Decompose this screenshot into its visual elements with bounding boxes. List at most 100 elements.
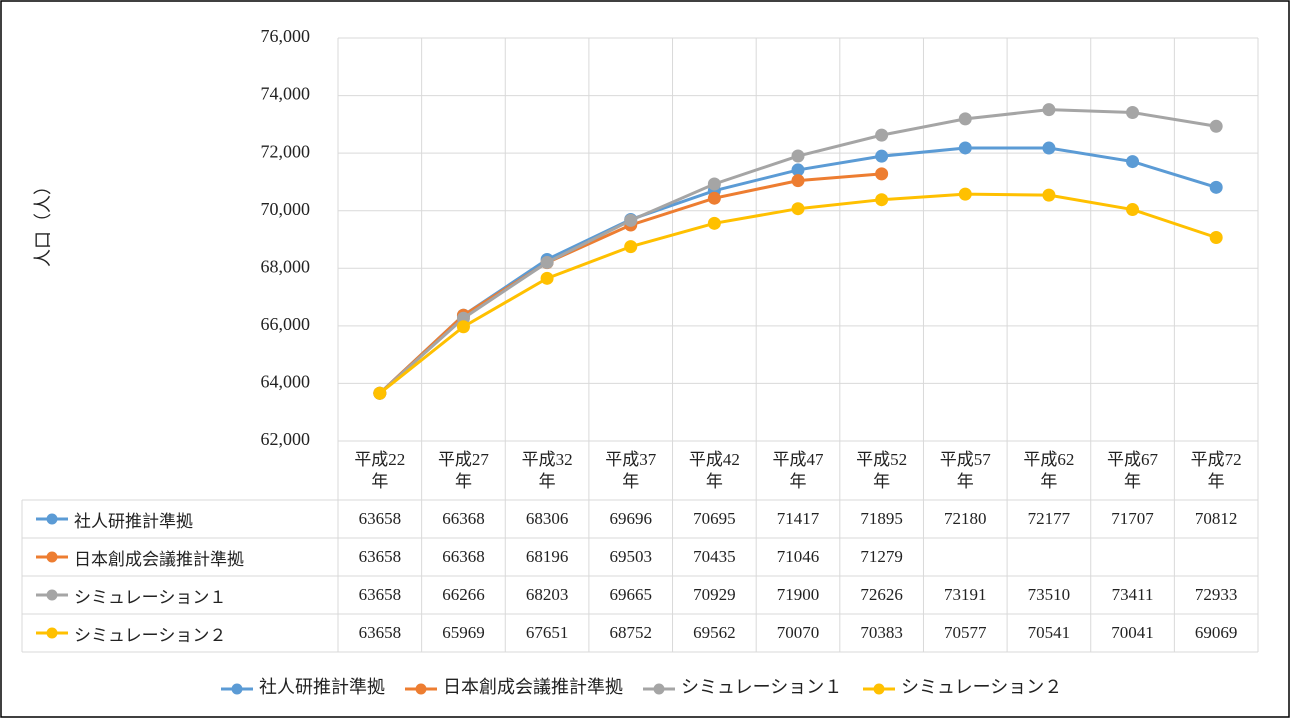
x-tick-label: 平成52年: [856, 449, 908, 491]
table-value: 70929: [693, 585, 736, 604]
table-value: 70695: [693, 509, 736, 528]
y-tick-label: 70,000: [261, 199, 311, 219]
table-value: 69562: [693, 623, 736, 642]
data-point: [1126, 203, 1140, 217]
data-point: [1042, 188, 1056, 202]
table-value: 66266: [442, 585, 485, 604]
legend-marker: [873, 683, 885, 695]
table-value: 71046: [776, 547, 820, 566]
table-value: 73411: [1111, 585, 1154, 604]
x-tick-label: 平成32年: [521, 449, 573, 491]
data-point: [958, 141, 972, 155]
data-point: [540, 271, 554, 285]
table-value: 70041: [1111, 623, 1154, 642]
x-tick-label: 平成62年: [1023, 449, 1075, 491]
x-tick-label: 平成72年: [1190, 449, 1242, 491]
table-value: 68752: [609, 623, 652, 642]
table-value: 71279: [860, 547, 903, 566]
data-point: [1126, 155, 1140, 169]
data-point: [1209, 119, 1223, 133]
data-point: [791, 174, 805, 188]
table-value: 71900: [776, 585, 820, 604]
data-point: [1209, 231, 1223, 245]
table-value: 68203: [525, 585, 569, 604]
data-point: [1042, 103, 1056, 117]
legend-marker: [46, 627, 58, 639]
table-value: 73510: [1027, 585, 1071, 604]
data-point: [707, 177, 721, 191]
x-tick-label: 平成42年: [688, 449, 740, 491]
table-value: 72177: [1027, 509, 1071, 528]
x-tick-label: 平成27年: [437, 449, 489, 491]
table-value: 67651: [525, 623, 569, 642]
table-value: 68306: [525, 509, 569, 528]
table-series-name: シミュレーション２: [74, 625, 227, 645]
legend-label: シミュレーション１: [681, 677, 842, 697]
table-value: 70577: [944, 623, 987, 642]
table-value: 65969: [442, 623, 485, 642]
x-tick-label: 平成57年: [939, 449, 991, 491]
table-value: 69696: [609, 509, 652, 528]
y-tick-label: 64,000: [261, 372, 311, 392]
table-value: 69503: [609, 547, 652, 566]
data-point: [456, 320, 470, 334]
x-tick-label: 平成67年: [1107, 449, 1159, 491]
x-tick-label: 平成47年: [772, 449, 824, 491]
y-tick-label: 66,000: [261, 314, 311, 334]
table-value: 72933: [1194, 585, 1238, 604]
table-series-name: 日本創成会議推計準拠: [74, 549, 244, 569]
legend-label: シミュレーション２: [901, 677, 1062, 697]
legend-label: 日本創成会議推計準拠: [443, 677, 623, 697]
table-value: 63658: [358, 509, 402, 528]
table-value: 72626: [860, 585, 903, 604]
table-value: 69069: [1194, 623, 1238, 642]
data-point: [875, 149, 889, 163]
data-point: [791, 149, 805, 163]
x-tick-label: 平成37年: [605, 449, 657, 491]
table-value: 68196: [525, 547, 569, 566]
data-point: [707, 216, 721, 230]
table-value: 71707: [1111, 509, 1154, 528]
table-value: 73191: [944, 585, 987, 604]
legend-marker: [653, 683, 665, 695]
data-point: [373, 386, 387, 400]
y-axis-title: 人口（人）: [33, 177, 53, 267]
legend-marker: [231, 683, 243, 695]
data-point: [875, 167, 889, 181]
table-value: 70383: [860, 623, 903, 642]
table-series-name: 社人研推計準拠: [74, 511, 193, 531]
y-tick-label: 68,000: [261, 256, 311, 276]
table-value: 63658: [358, 623, 402, 642]
data-point: [875, 193, 889, 207]
table-value: 66368: [442, 509, 485, 528]
data-point: [958, 112, 972, 126]
data-point: [1042, 141, 1056, 155]
table-value: 72180: [944, 509, 987, 528]
table-value: 71417: [776, 509, 820, 528]
y-tick-label: 74,000: [261, 84, 311, 104]
table-value: 70812: [1194, 509, 1238, 528]
data-point: [791, 202, 805, 216]
y-tick-label: 62,000: [261, 429, 311, 449]
data-point: [624, 213, 638, 227]
legend-label: 社人研推計準拠: [259, 677, 385, 697]
table-value: 70070: [776, 623, 820, 642]
data-point: [707, 191, 721, 205]
y-tick-label: 72,000: [261, 141, 311, 161]
table-value: 70541: [1027, 623, 1071, 642]
legend-marker: [415, 683, 427, 695]
table-series-name: シミュレーション１: [74, 587, 227, 607]
data-point: [958, 187, 972, 201]
data-point: [791, 163, 805, 177]
legend-marker: [46, 551, 58, 563]
data-point: [1126, 106, 1140, 120]
data-point: [624, 240, 638, 254]
y-tick-label: 76,000: [261, 26, 311, 46]
data-point: [875, 128, 889, 142]
table-value: 69665: [609, 585, 652, 604]
table-value: 71895: [860, 509, 903, 528]
table-value: 66368: [442, 547, 485, 566]
